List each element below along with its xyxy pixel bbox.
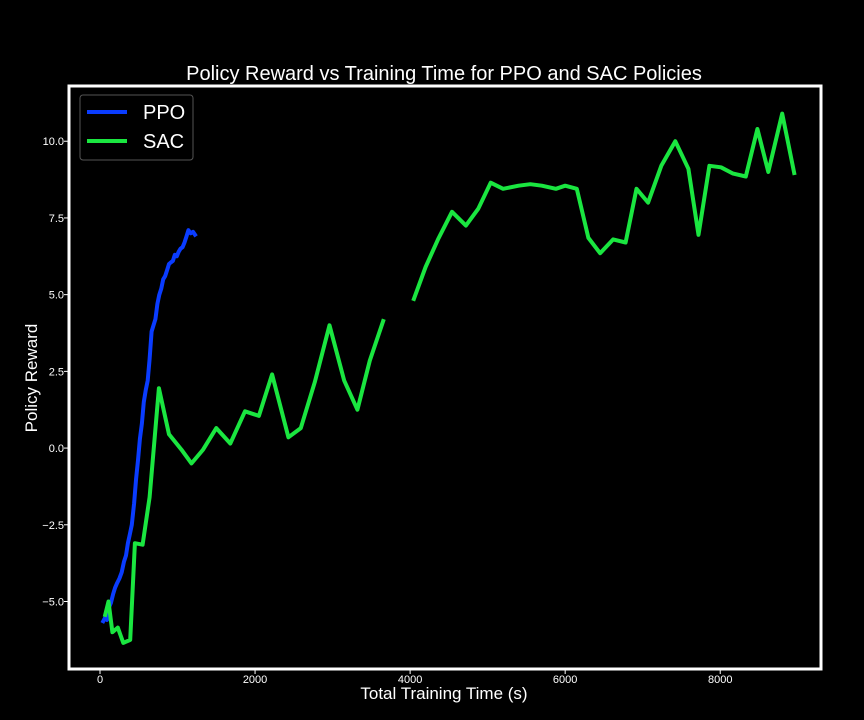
y-axis-ticks: −5.0 −2.5 0.0 2.5 5.0 7.5 10.0 bbox=[42, 136, 68, 608]
x-tick-label: 2000 bbox=[243, 674, 267, 686]
y-tick-label: 10.0 bbox=[43, 136, 64, 148]
x-tick-label: 0 bbox=[97, 674, 103, 686]
legend-label-ppo: PPO bbox=[143, 102, 185, 124]
chart-title: Policy Reward vs Training Time for PPO a… bbox=[186, 63, 702, 85]
y-tick-label: 5.0 bbox=[49, 290, 64, 302]
plot-lines bbox=[100, 111, 797, 645]
x-axis-label: Total Training Time (s) bbox=[360, 684, 527, 703]
y-axis-label: Policy Reward bbox=[22, 324, 41, 433]
x-tick-label: 6000 bbox=[553, 674, 577, 686]
y-tick-label: 7.5 bbox=[49, 213, 64, 225]
y-tick-label: 2.5 bbox=[49, 366, 64, 378]
y-tick-label: −2.5 bbox=[42, 520, 64, 532]
x-tick-label: 8000 bbox=[708, 674, 732, 686]
series-line-sac bbox=[102, 111, 797, 645]
legend: PPO SAC bbox=[79, 94, 194, 161]
plot-frame bbox=[67, 84, 823, 671]
legend-label-sac: SAC bbox=[143, 131, 184, 153]
x-axis-ticks: 0 2000 4000 6000 8000 bbox=[97, 670, 732, 686]
y-tick-label: 0.0 bbox=[49, 443, 64, 455]
y-tick-label: −5.0 bbox=[42, 596, 64, 608]
x-tick-label: 4000 bbox=[398, 674, 422, 686]
series-line-ppo bbox=[100, 228, 198, 624]
